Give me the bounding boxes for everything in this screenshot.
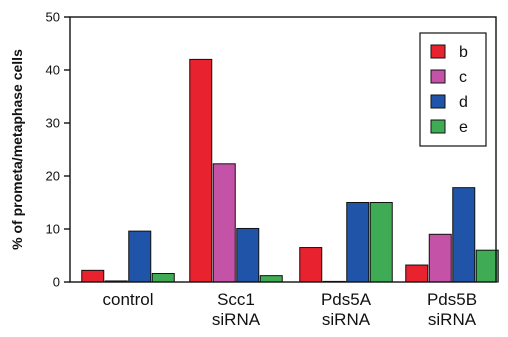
- legend-label-c: c: [459, 69, 467, 86]
- y-tick-label: 40: [46, 63, 60, 78]
- category-label: control: [102, 290, 153, 309]
- bar-c-4: [428, 233, 452, 283]
- bar-b-3: [299, 247, 323, 283]
- bar-d-4: [452, 187, 476, 283]
- bar-b-1: [81, 269, 105, 283]
- legend-swatch-e: [430, 119, 446, 134]
- category-label: Pds5A: [321, 290, 372, 309]
- bar-d-1: [128, 230, 152, 283]
- y-tick-label: 30: [46, 116, 60, 131]
- y-tick-label: 20: [46, 169, 60, 184]
- bar-e-3: [369, 202, 393, 283]
- legend-swatch-c: [430, 69, 446, 84]
- category-label: Scc1: [217, 290, 255, 309]
- bar-d-2: [236, 227, 260, 283]
- bar-b-2: [189, 58, 213, 283]
- category-label: Pds5B: [427, 290, 477, 309]
- y-tick-label: 0: [53, 275, 60, 290]
- bar-c-2: [212, 163, 236, 283]
- y-axis: 0 10 20 30 40 50: [46, 10, 497, 290]
- y-tick-label: 50: [46, 10, 60, 25]
- legend-box: [419, 32, 487, 147]
- category-label: siRNA: [428, 310, 477, 329]
- bar-e-1: [151, 273, 175, 283]
- legend-swatch-d: [430, 94, 446, 109]
- legend-label-e: e: [459, 119, 468, 136]
- y-axis-label: % of prometa/metaphase cells: [9, 49, 25, 250]
- bar-d-3: [346, 202, 370, 283]
- category-label: siRNA: [212, 310, 261, 329]
- legend-label-b: b: [459, 44, 468, 61]
- category-label: siRNA: [322, 310, 371, 329]
- bar-b-4: [405, 264, 429, 283]
- legend-swatch-b: [430, 44, 446, 59]
- bar-e-4: [475, 249, 499, 283]
- bar-e-2: [259, 275, 283, 283]
- legend-label-d: d: [459, 94, 468, 111]
- plot-frame: [69, 16, 497, 283]
- y-tick-label: 10: [46, 222, 60, 237]
